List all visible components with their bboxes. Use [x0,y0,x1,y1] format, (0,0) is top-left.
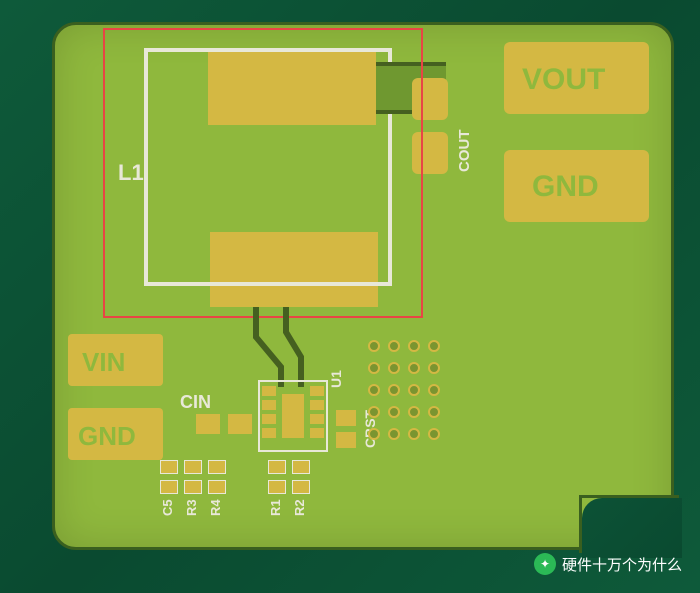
via [368,384,380,396]
label-c5: C5 [160,499,175,516]
via [408,362,420,374]
watermark-text: 硬件十万个为什么 [562,554,682,575]
via [428,384,440,396]
trace-main-down [246,307,316,387]
pad-r2-1 [292,460,310,474]
label-r4: R4 [208,499,223,516]
via-array [368,340,448,450]
via [368,362,380,374]
board-notch-edge2 [579,495,679,498]
u1-pin [310,386,324,396]
pad-c5-2 [160,480,178,494]
u1-pin [310,414,324,424]
label-r2: R2 [292,499,307,516]
via [408,406,420,418]
via [388,340,400,352]
label-vin: VIN [82,347,125,378]
pad-cin-1 [196,414,220,434]
via [388,428,400,440]
via [388,362,400,374]
pad-r1-1 [268,460,286,474]
via [388,384,400,396]
board-notch-edge [579,495,582,553]
watermark: ✦ 硬件十万个为什么 [534,553,682,575]
wechat-icon: ✦ [534,553,556,575]
pad-r2-2 [292,480,310,494]
label-cout: COUT [456,130,473,173]
via [368,406,380,418]
via [408,340,420,352]
pad-r3-2 [184,480,202,494]
u1-pin [262,428,276,438]
pad-r3-1 [184,460,202,474]
label-cin: CIN [180,392,211,413]
u1-pin [310,400,324,410]
pad-r4-1 [208,460,226,474]
label-gnd-bot: GND [78,421,136,452]
via [368,428,380,440]
u1-thermal [282,394,304,438]
via [428,406,440,418]
u1-pin [262,400,276,410]
pad-cin-2 [228,414,252,434]
pad-c5-1 [160,460,178,474]
board-notch [582,498,682,558]
via [408,428,420,440]
label-vout: VOUT [522,63,605,97]
u1-pin [310,428,324,438]
pad-r4-2 [208,480,226,494]
via [428,340,440,352]
pad-r1-2 [268,480,286,494]
pad-cbst-1 [336,410,356,426]
via [428,428,440,440]
via [428,362,440,374]
via [368,340,380,352]
u1-pin [262,414,276,424]
u1-pin [262,386,276,396]
pad-cbst-2 [336,432,356,448]
label-u1: U1 [328,370,344,388]
highlight-box [103,28,423,318]
via [388,406,400,418]
label-r1: R1 [268,499,283,516]
label-r3: R3 [184,499,199,516]
via [408,384,420,396]
label-gnd-top: GND [532,170,599,204]
